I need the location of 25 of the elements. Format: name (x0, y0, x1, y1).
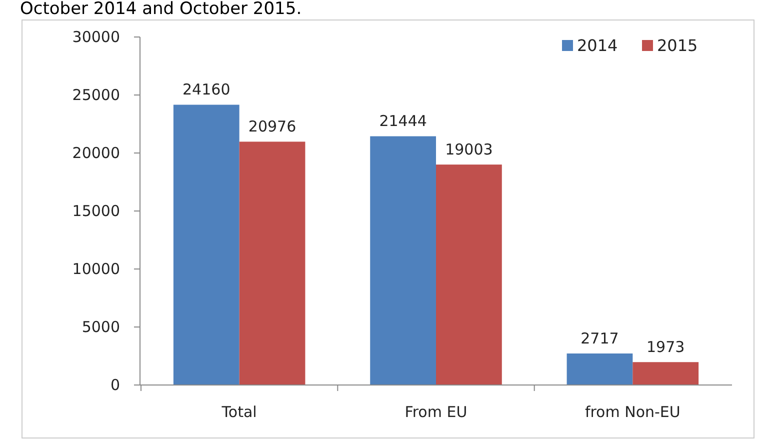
data-label: 21444 (379, 112, 427, 130)
bar (566, 353, 633, 385)
x-tick-label: From EU (404, 403, 468, 421)
y-tick-label: 20000 (72, 144, 120, 162)
y-tick-label: 5000 (82, 318, 120, 336)
y-tick-label: 30000 (72, 28, 120, 46)
legend-label: 2015 (657, 36, 698, 55)
bar (436, 164, 502, 385)
chart-title: October 2014 and October 2015. (20, 0, 302, 19)
y-tick-label: 10000 (72, 260, 120, 278)
y-tick-label: 0 (110, 376, 120, 394)
bar (632, 362, 699, 385)
bar (370, 136, 436, 385)
y-tick-label: 15000 (72, 202, 120, 220)
bar (239, 142, 306, 385)
x-tick-label: Total (220, 403, 257, 421)
y-tick-label: 25000 (72, 86, 120, 104)
data-label: 1973 (646, 338, 685, 356)
x-tick-label: from Non-EU (584, 403, 680, 421)
bar (173, 104, 240, 385)
data-label: 2717 (580, 329, 619, 348)
legend-label: 2014 (577, 36, 618, 55)
data-label: 24160 (182, 80, 230, 99)
data-label: 20976 (248, 118, 296, 136)
data-label: 19003 (445, 140, 493, 159)
